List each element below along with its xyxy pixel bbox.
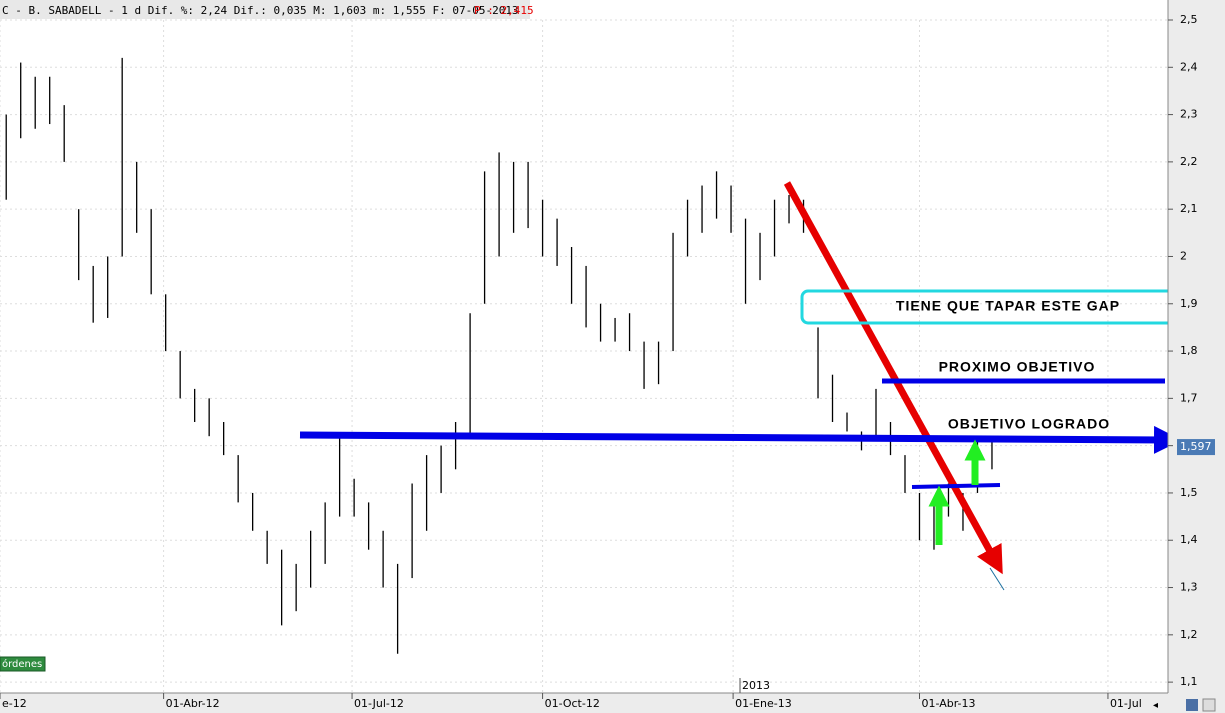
x-tick-label: e-12 xyxy=(2,697,27,710)
annotation: PROXIMO OBJETIVO xyxy=(939,359,1096,375)
support-line xyxy=(911,483,1001,489)
save-icon[interactable] xyxy=(1186,699,1198,711)
y-tick-label: 1,5 xyxy=(1180,486,1198,499)
x-tick-label: 01-Jul xyxy=(1110,697,1142,710)
header-price: P : 2,415 xyxy=(474,4,534,17)
y-tick-label: 1,4 xyxy=(1180,533,1198,546)
y-tick-label: 2,4 xyxy=(1180,60,1198,73)
y-tick-label: 1,2 xyxy=(1180,628,1198,641)
orders-button[interactable] xyxy=(0,656,46,672)
price-bars xyxy=(5,57,993,654)
y-tick-label: 1,1 xyxy=(1180,675,1198,688)
grid xyxy=(0,19,1168,693)
x-tick-label: 01-Abr-13 xyxy=(921,697,975,710)
x-tick-label: 01-Ene-13 xyxy=(735,697,792,710)
x-axis-panel xyxy=(0,693,1168,713)
y-axis-panel xyxy=(1168,0,1225,713)
y-tick-label: 2,1 xyxy=(1180,202,1198,215)
x-tick-label: 01-Abr-12 xyxy=(166,697,220,710)
x-tick-label: 01-Jul-12 xyxy=(354,697,404,710)
y-tick-label: 1,8 xyxy=(1180,344,1198,357)
y-tick-label: 1,3 xyxy=(1180,581,1198,594)
year-label: 2013 xyxy=(742,679,770,692)
y-tick-label: 1,9 xyxy=(1180,297,1198,310)
nav-icon[interactable] xyxy=(1202,698,1216,712)
annotation: TIENE QUE TAPAR ESTE GAP xyxy=(896,298,1120,314)
header-bar xyxy=(0,0,530,19)
y-tick-label: 2 xyxy=(1180,249,1187,262)
header: C - B. SABADELL - 1 d Dif. %: 2,24 Dif.:… xyxy=(2,4,519,17)
y-tick-label: 2,2 xyxy=(1180,155,1198,168)
annotation: OBJETIVO LOGRADO xyxy=(948,416,1110,432)
axes: 1,11,21,31,41,51,61,71,81,922,12,22,32,4… xyxy=(0,13,1215,710)
orders-button-label[interactable]: órdenes xyxy=(2,658,42,670)
x-tick-label: 01-Oct-12 xyxy=(545,697,600,710)
y-tick-label: 1,7 xyxy=(1180,391,1198,404)
y-tick-label: 2,5 xyxy=(1180,13,1198,26)
last-price-tag xyxy=(1177,439,1215,456)
trend-tail xyxy=(989,567,1005,591)
achieved-line xyxy=(299,425,1182,454)
y-tick-label: 2,3 xyxy=(1180,108,1198,121)
last-price-label: 1,597 xyxy=(1180,440,1212,453)
nav-arrow[interactable]: ◂ xyxy=(1153,700,1158,711)
trend-arrow xyxy=(783,181,1003,575)
